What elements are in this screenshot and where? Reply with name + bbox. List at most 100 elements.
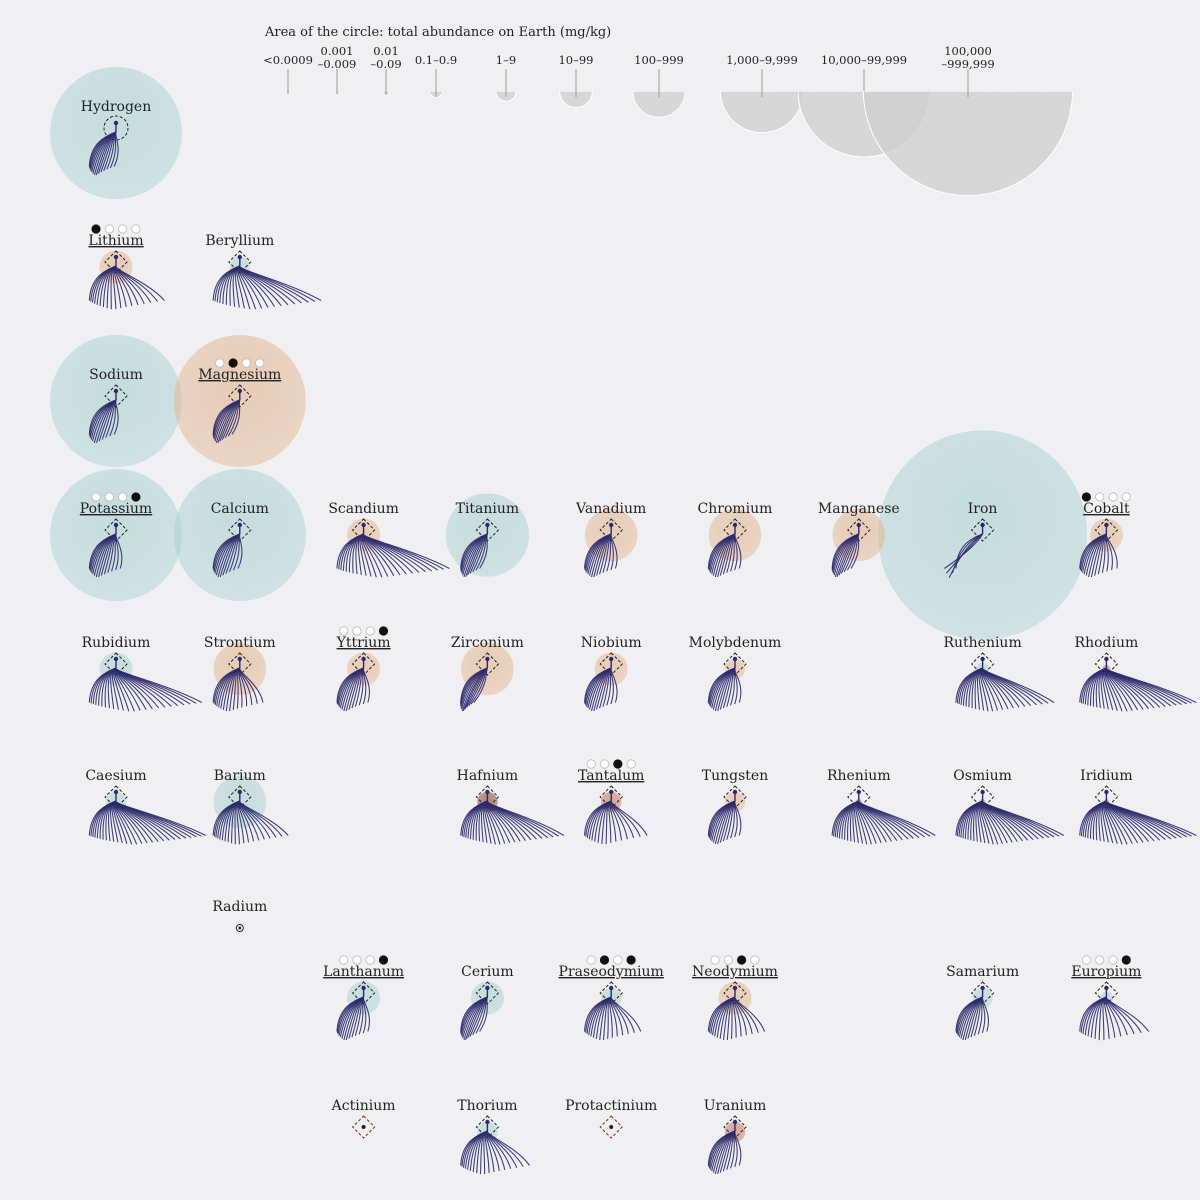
element-label-cerium[interactable]: Cerium — [461, 964, 513, 980]
status-dot-praseodymium-3 — [613, 955, 623, 965]
fan-glyph-barium — [212, 789, 289, 845]
status-dot-neodymium-2 — [723, 955, 733, 965]
fan-curve — [113, 399, 119, 435]
element-label-molybdenum[interactable]: Molybdenum — [689, 635, 782, 651]
fan-head — [732, 985, 738, 991]
fan-glyph-vanadium — [583, 522, 618, 578]
element-label-tantalum[interactable]: Tantalum — [578, 768, 644, 784]
fan-glyph-beryllium — [212, 254, 322, 310]
fan-curve — [237, 533, 243, 569]
element-label-osmium[interactable]: Osmium — [953, 768, 1012, 784]
legend-bin-label-9: 10,000–99,999 — [821, 53, 907, 67]
fan-glyph-tantalum — [583, 789, 648, 845]
fan-glyph-manganese — [831, 522, 861, 578]
element-label-tungsten[interactable]: Tungsten — [702, 768, 768, 784]
element-label-iridium[interactable]: Iridium — [1080, 768, 1132, 784]
fan-curve — [473, 667, 488, 703]
element-label-rhenium[interactable]: Rhenium — [827, 768, 891, 784]
element-label-europium[interactable]: Europium — [1071, 964, 1141, 980]
legend-semicircle-10 — [862, 90, 1074, 196]
element-label-magnesium[interactable]: Magnesium — [198, 367, 281, 383]
fan-curve — [610, 533, 618, 569]
fan-glyph-uranium — [707, 1119, 742, 1175]
fan-curve — [610, 800, 648, 836]
fan-head — [980, 522, 985, 528]
fan-head — [609, 522, 614, 528]
fan-head — [361, 985, 366, 991]
element-label-hydrogen[interactable]: Hydrogen — [81, 99, 151, 115]
element-label-titanium[interactable]: Titanium — [456, 501, 520, 517]
element-label-manganese[interactable]: Manganese — [818, 501, 900, 517]
status-dot-cobalt-2 — [1095, 492, 1105, 502]
status-dot-lanthanum-3 — [365, 955, 375, 965]
element-label-thorium[interactable]: Thorium — [457, 1098, 517, 1114]
status-dot-magnesium-3 — [241, 358, 251, 368]
element-label-rubidium[interactable]: Rubidium — [82, 635, 151, 651]
element-label-niobium[interactable]: Niobium — [581, 635, 642, 651]
fan-glyph-cobalt — [1079, 522, 1118, 578]
element-label-praseodymium[interactable]: Praseodymium — [559, 964, 664, 980]
fan-head — [237, 656, 242, 662]
element-label-uranium[interactable]: Uranium — [704, 1098, 767, 1114]
status-dot-lithium-1 — [91, 224, 101, 234]
element-label-chromium[interactable]: Chromium — [698, 501, 773, 517]
status-dot-tantalum-4 — [626, 759, 636, 769]
element-label-zirconium[interactable]: Zirconium — [451, 635, 524, 651]
element-label-caesium[interactable]: Caesium — [85, 768, 146, 784]
fan-curve — [734, 1130, 742, 1166]
element-label-actinium[interactable]: Actinium — [331, 1098, 396, 1114]
fan-head — [237, 254, 242, 260]
element-label-barium[interactable]: Barium — [214, 768, 266, 784]
status-dot-magnesium-4 — [255, 358, 265, 368]
fan-curve — [1105, 996, 1150, 1032]
diamond-marker-actinium — [351, 1115, 376, 1139]
element-label-rhodium[interactable]: Rhodium — [1075, 635, 1139, 651]
fan-head — [732, 789, 738, 795]
diamond-marker-zirconium — [475, 652, 500, 676]
element-label-sodium[interactable]: Sodium — [89, 367, 143, 383]
element-label-protactinium[interactable]: Protactinium — [565, 1098, 657, 1114]
fan-head — [113, 120, 119, 126]
status-dot-lithium-2 — [104, 224, 114, 234]
legend-bin-label-3: 0.01 –0.09 — [370, 44, 401, 71]
element-label-vanadium[interactable]: Vanadium — [575, 501, 646, 517]
element-label-yttrium[interactable]: Yttrium — [336, 635, 391, 651]
element-label-hafnium[interactable]: Hafnium — [457, 768, 519, 784]
fan-glyph-europium — [1079, 985, 1150, 1041]
element-label-neodymium[interactable]: Neodymium — [692, 964, 778, 980]
status-dot-lithium-3 — [118, 224, 128, 234]
legend-title: Area of the circle: total abundance on E… — [264, 25, 611, 40]
fan-curve — [239, 800, 289, 836]
fan-curve — [982, 667, 1055, 703]
element-label-iron[interactable]: Iron — [968, 501, 998, 517]
fan-glyph-caesium — [88, 789, 207, 845]
diamond-marker-calcium — [228, 518, 252, 542]
legend-bin-label-4: 0.1–0.9 — [415, 53, 457, 67]
element-label-lithium[interactable]: Lithium — [88, 233, 143, 249]
fan-curve — [115, 667, 203, 703]
element-label-beryllium[interactable]: Beryllium — [205, 233, 274, 249]
fan-head — [1104, 522, 1109, 528]
element-label-calcium[interactable]: Calcium — [211, 501, 269, 517]
fan-curve — [363, 533, 450, 569]
fan-glyph-tungsten — [707, 789, 742, 845]
fan-glyph-lanthanum — [336, 985, 370, 1041]
element-label-ruthenium[interactable]: Ruthenium — [943, 635, 1021, 651]
diamond-marker-protactinium — [599, 1115, 623, 1139]
element-label-cobalt[interactable]: Cobalt — [1083, 501, 1130, 517]
fan-curve — [362, 667, 370, 703]
status-dot-neodymium-4 — [750, 955, 760, 965]
element-label-strontium[interactable]: Strontium — [204, 635, 276, 651]
fan-curve — [239, 265, 322, 301]
element-label-samarium[interactable]: Samarium — [946, 964, 1019, 980]
element-label-scandium[interactable]: Scandium — [328, 501, 399, 517]
fan-glyph-samarium — [955, 985, 989, 1041]
fan-head — [361, 656, 366, 662]
element-label-radium[interactable]: Radium — [212, 899, 267, 915]
element-label-lanthanum[interactable]: Lanthanum — [323, 964, 404, 980]
status-dot-europium-4 — [1121, 955, 1131, 965]
fan-head — [485, 656, 490, 662]
legend-bin-label-1: <0.0009 — [263, 53, 313, 67]
element-label-potassium[interactable]: Potassium — [80, 501, 152, 517]
fan-curve — [1105, 533, 1118, 569]
